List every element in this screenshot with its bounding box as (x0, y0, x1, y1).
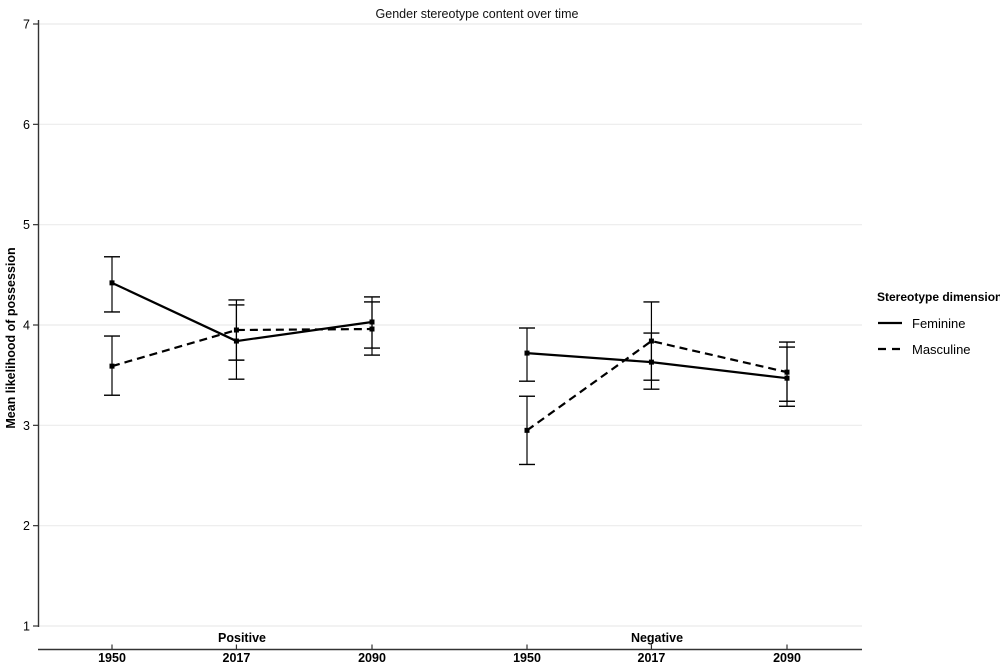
legend: Stereotype dimension Feminine Masculine (877, 290, 1000, 366)
series-line-masculine-positive (111, 327, 373, 368)
legend-label-masculine: Masculine (912, 341, 971, 357)
y-tick-label: 3 (23, 419, 30, 433)
series-line-feminine-negative (526, 351, 788, 380)
y-tick-label: 6 (23, 118, 30, 132)
facet-label-positive: Positive (218, 631, 266, 645)
feminine-solid-line-sample (878, 321, 902, 325)
masculine-dashed-line-sample (878, 347, 902, 351)
y-tick-label: 4 (23, 319, 30, 333)
data-point-feminine (784, 375, 790, 381)
data-point-feminine (233, 338, 239, 344)
y-tick-label: 2 (23, 519, 30, 533)
year-label: 2017 (638, 651, 666, 665)
chart-title: Gender stereotype content over time (375, 7, 579, 21)
legend-label-feminine: Feminine (912, 315, 966, 331)
year-label: 1950 (513, 651, 541, 665)
y-tick-label: 5 (23, 218, 30, 232)
facet-label-negative: Negative (631, 631, 683, 645)
data-point-feminine (524, 350, 530, 356)
legend-title: Stereotype dimension (877, 290, 1000, 304)
legend-item-masculine: Masculine (877, 340, 999, 358)
data-point-masculine (369, 326, 375, 332)
legend-item-feminine: Feminine (877, 314, 999, 332)
data-point-masculine (233, 327, 239, 333)
y-tick-label: 7 (23, 18, 30, 32)
data-point-masculine (524, 427, 530, 433)
data-point-masculine (648, 338, 654, 344)
y-tick-label: 1 (23, 620, 30, 634)
year-label: 2017 (223, 651, 251, 665)
year-label: 2090 (358, 651, 386, 665)
data-point-masculine (784, 369, 790, 375)
data-point-feminine (109, 280, 115, 286)
year-label: 1950 (98, 651, 126, 665)
data-point-feminine (648, 359, 654, 365)
data-point-feminine (369, 319, 375, 325)
year-label: 2090 (773, 651, 801, 665)
data-point-masculine (109, 363, 115, 369)
series-line-masculine-negative (526, 339, 788, 432)
series-line-feminine-positive (111, 281, 373, 343)
